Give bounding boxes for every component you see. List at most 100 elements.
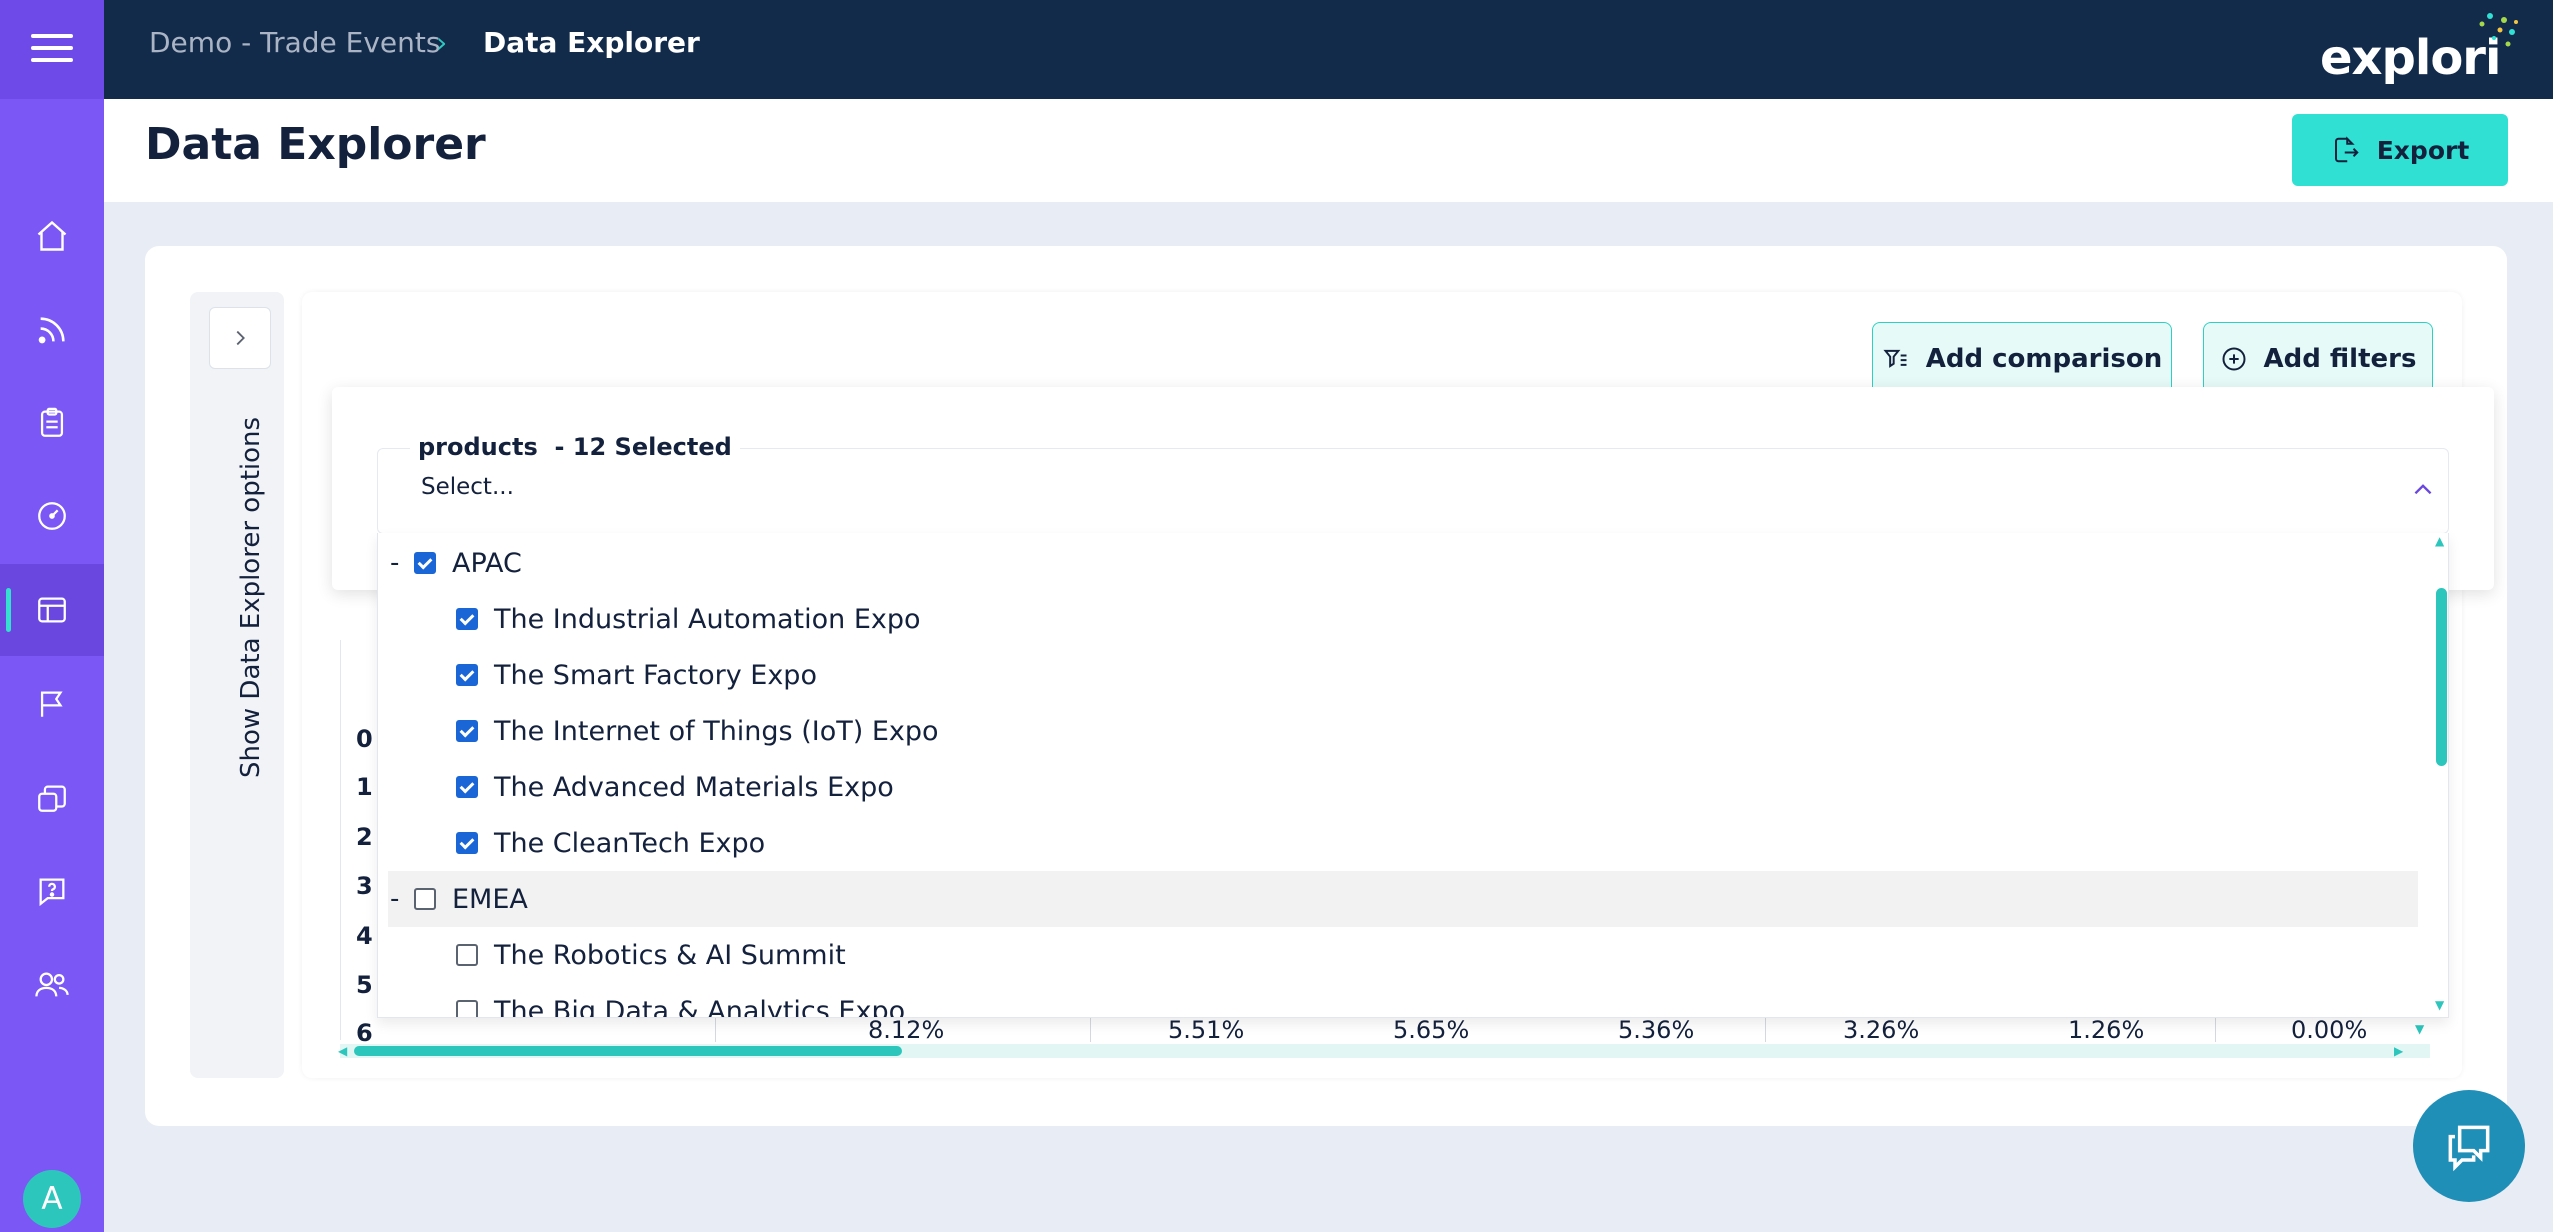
option-label: The Industrial Automation Expo: [494, 603, 921, 635]
add-comparison-label: Add comparison: [1925, 344, 2163, 374]
dropdown-scroll-up-icon[interactable]: ▲: [2435, 534, 2445, 548]
table-cell: 8.12%: [868, 1016, 945, 1044]
options-side-panel: [190, 292, 284, 1078]
product-option[interactable]: The Advanced Materials Expo: [378, 759, 2418, 815]
clipboard-icon: [40, 407, 64, 437]
dropdown-scroll-down-icon[interactable]: ▼: [2435, 998, 2445, 1012]
group-label: EMEA: [452, 883, 528, 915]
option-checkbox[interactable]: [456, 776, 478, 798]
option-checkbox[interactable]: [456, 1000, 478, 1017]
product-option[interactable]: The Robotics & AI Summit: [378, 927, 2418, 983]
export-label: Export: [2376, 135, 2470, 165]
option-checkbox[interactable]: [456, 944, 478, 966]
option-checkbox[interactable]: [456, 664, 478, 686]
breadcrumb-parent[interactable]: Demo - Trade Events: [149, 26, 441, 59]
expand-options-button[interactable]: [209, 307, 271, 369]
collapse-toggle[interactable]: -: [390, 548, 400, 578]
table-row-label: 4: [356, 922, 373, 950]
product-option[interactable]: The Industrial Automation Expo: [378, 591, 2418, 647]
option-checkbox[interactable]: [456, 720, 478, 742]
add-comparison-button[interactable]: Add comparison: [1872, 322, 2172, 396]
export-button[interactable]: Export: [2292, 114, 2508, 186]
user-avatar[interactable]: A: [23, 1170, 81, 1228]
title-bar: [104, 99, 2553, 202]
nav-surveys[interactable]: [0, 377, 104, 469]
nav-users[interactable]: [0, 939, 104, 1031]
group-option-emea[interactable]: - EMEA: [388, 871, 2418, 927]
scroll-left-arrow-icon[interactable]: ◀: [338, 1044, 348, 1058]
layers-icon: [38, 785, 66, 812]
table-row-label: 3: [356, 872, 373, 900]
product-option[interactable]: The Smart Factory Expo: [378, 647, 2418, 703]
option-label: The Advanced Materials Expo: [494, 771, 894, 803]
table-cell: 5.36%: [1618, 1016, 1695, 1044]
table-row-label: 0: [356, 725, 373, 753]
users-icon: [35, 972, 69, 997]
breadcrumb-current: Data Explorer: [483, 26, 700, 59]
table-divider: [1090, 1010, 1091, 1042]
table-cell: 5.65%: [1393, 1016, 1470, 1044]
field-name: products: [418, 433, 538, 461]
group-option-apac[interactable]: - APAC: [378, 535, 2418, 591]
group-checkbox[interactable]: [414, 552, 436, 574]
flag-icon: [40, 691, 63, 717]
nav-data-explorer[interactable]: [0, 564, 104, 656]
table-cell: 0.00%: [2291, 1016, 2368, 1044]
nav-home[interactable]: [0, 190, 104, 282]
collapse-toggle[interactable]: -: [390, 884, 400, 914]
gauge-icon: [38, 502, 66, 530]
nav-reports[interactable]: [0, 752, 104, 844]
option-checkbox[interactable]: [456, 832, 478, 854]
home-icon: [37, 220, 67, 251]
help-icon: [39, 878, 65, 907]
table-icon: [38, 597, 66, 623]
add-filters-button[interactable]: Add filters: [2203, 322, 2433, 396]
horizontal-scroll-thumb[interactable]: [354, 1046, 902, 1056]
table-cell: 3.26%: [1843, 1016, 1920, 1044]
nav-help[interactable]: [0, 845, 104, 937]
group-checkbox[interactable]: [414, 888, 436, 910]
scroll-down-arrow-icon[interactable]: ▼: [2415, 1022, 2425, 1036]
group-label: APAC: [452, 547, 522, 579]
chevron-right-icon: [236, 330, 245, 346]
chat-icon: [2448, 1125, 2490, 1172]
option-label: The Big Data & Analytics Expo: [494, 995, 906, 1018]
option-checkbox[interactable]: [456, 608, 478, 630]
table-row-label: 6: [356, 1019, 373, 1047]
logo-sparkle-icon: [2479, 13, 2518, 47]
filter-list-icon: [1883, 349, 1907, 368]
add-filters-label: Add filters: [2263, 344, 2417, 374]
table-row-label: 1: [356, 773, 373, 801]
product-option[interactable]: The Big Data & Analytics Expo: [378, 983, 2418, 1018]
table-divider: [2215, 1010, 2216, 1042]
results-table: [340, 640, 2431, 1040]
table-row-label: 2: [356, 823, 373, 851]
top-bar: [104, 0, 2553, 99]
plus-circle-icon: [2222, 347, 2246, 371]
scroll-right-arrow-icon[interactable]: ▶: [2394, 1044, 2404, 1058]
nav-dashboard[interactable]: [0, 470, 104, 562]
product-option[interactable]: The CleanTech Expo: [378, 815, 2418, 871]
dropdown-scroll-thumb[interactable]: [2436, 588, 2447, 766]
products-field-label: products - 12 Selected: [410, 433, 740, 461]
hamburger-menu-icon[interactable]: [27, 28, 77, 68]
option-label: The CleanTech Expo: [494, 827, 766, 859]
option-label: The Internet of Things (IoT) Expo: [494, 715, 939, 747]
feed-icon: [38, 317, 65, 344]
nav-feed[interactable]: [0, 284, 104, 376]
products-dropdown-list: - APAC The Industrial Automation Expo Th…: [377, 533, 2449, 1018]
product-option[interactable]: The Internet of Things (IoT) Expo: [378, 703, 2418, 759]
select-placeholder: Select...: [421, 474, 514, 500]
breadcrumb-chevron-icon: ›: [436, 26, 448, 59]
chevron-up-icon[interactable]: [2410, 476, 2436, 502]
explori-logo[interactable]: explori: [2320, 30, 2501, 86]
page-title: Data Explorer: [145, 119, 486, 170]
table-row-label: 5: [356, 971, 373, 999]
option-label: The Smart Factory Expo: [494, 659, 817, 691]
export-icon: [2334, 136, 2359, 163]
table-divider: [1765, 1010, 1766, 1042]
show-options-label[interactable]: Show Data Explorer options: [236, 416, 266, 778]
chat-button[interactable]: [2413, 1090, 2525, 1202]
selected-count: - 12 Selected: [537, 433, 732, 461]
nav-flags[interactable]: [0, 658, 104, 750]
